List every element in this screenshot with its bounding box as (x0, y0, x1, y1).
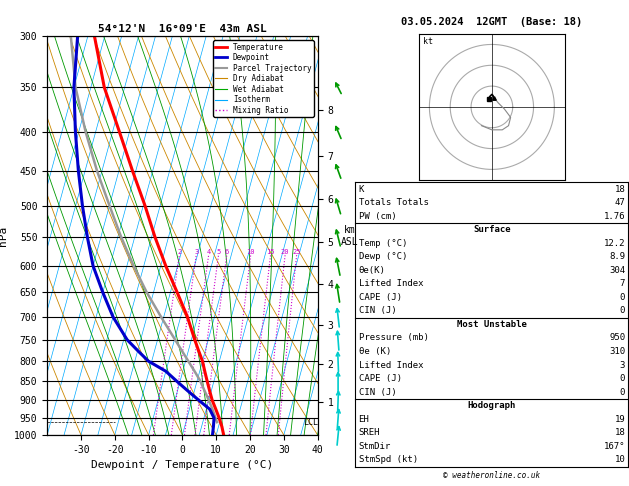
Text: 0: 0 (620, 306, 625, 315)
Text: kt: kt (423, 37, 433, 47)
Text: 03.05.2024  12GMT  (Base: 18): 03.05.2024 12GMT (Base: 18) (401, 17, 582, 27)
Text: CIN (J): CIN (J) (359, 388, 396, 397)
Text: Dewp (°C): Dewp (°C) (359, 252, 407, 261)
Text: 310: 310 (609, 347, 625, 356)
Text: CAPE (J): CAPE (J) (359, 293, 401, 302)
Text: Lifted Index: Lifted Index (359, 361, 423, 369)
Legend: Temperature, Dewpoint, Parcel Trajectory, Dry Adiabat, Wet Adiabat, Isotherm, Mi: Temperature, Dewpoint, Parcel Trajectory… (213, 40, 314, 117)
Text: 20: 20 (281, 249, 289, 255)
Text: Hodograph: Hodograph (468, 401, 516, 410)
Text: SREH: SREH (359, 428, 380, 437)
Text: 304: 304 (609, 266, 625, 275)
Text: 25: 25 (292, 249, 301, 255)
Text: θe (K): θe (K) (359, 347, 391, 356)
Text: 8.9: 8.9 (609, 252, 625, 261)
Text: 10: 10 (247, 249, 255, 255)
Text: 4: 4 (206, 249, 211, 255)
Text: LCL: LCL (303, 417, 318, 427)
Text: © weatheronline.co.uk: © weatheronline.co.uk (443, 471, 540, 481)
Text: 19: 19 (615, 415, 625, 424)
Text: CIN (J): CIN (J) (359, 306, 396, 315)
Text: 3: 3 (194, 249, 198, 255)
Text: 18: 18 (615, 428, 625, 437)
Text: 1.76: 1.76 (604, 211, 625, 221)
X-axis label: Dewpoint / Temperature (°C): Dewpoint / Temperature (°C) (91, 460, 274, 470)
Text: K: K (359, 185, 364, 193)
Text: 2: 2 (177, 249, 182, 255)
Y-axis label: km
ASL: km ASL (341, 225, 359, 246)
Text: Lifted Index: Lifted Index (359, 279, 423, 288)
Text: 15: 15 (266, 249, 275, 255)
Text: 0: 0 (620, 374, 625, 383)
Text: 47: 47 (615, 198, 625, 207)
Text: Pressure (mb): Pressure (mb) (359, 333, 428, 343)
Text: EH: EH (359, 415, 369, 424)
Text: 6: 6 (225, 249, 229, 255)
Text: PW (cm): PW (cm) (359, 211, 396, 221)
Text: Surface: Surface (473, 225, 511, 234)
Text: 18: 18 (615, 185, 625, 193)
Text: Totals Totals: Totals Totals (359, 198, 428, 207)
Text: 167°: 167° (604, 442, 625, 451)
Text: Most Unstable: Most Unstable (457, 320, 527, 329)
Text: θe(K): θe(K) (359, 266, 386, 275)
Text: 10: 10 (615, 455, 625, 464)
Text: Temp (°C): Temp (°C) (359, 239, 407, 248)
Text: StmSpd (kt): StmSpd (kt) (359, 455, 418, 464)
Text: 12.2: 12.2 (604, 239, 625, 248)
Text: 3: 3 (620, 361, 625, 369)
Text: 5: 5 (216, 249, 221, 255)
Text: 0: 0 (620, 293, 625, 302)
Text: 7: 7 (620, 279, 625, 288)
Text: StmDir: StmDir (359, 442, 391, 451)
Text: CAPE (J): CAPE (J) (359, 374, 401, 383)
Text: 0: 0 (620, 388, 625, 397)
Text: 950: 950 (609, 333, 625, 343)
Title: 54°12'N  16°09'E  43m ASL: 54°12'N 16°09'E 43m ASL (98, 24, 267, 35)
Y-axis label: hPa: hPa (0, 226, 8, 246)
